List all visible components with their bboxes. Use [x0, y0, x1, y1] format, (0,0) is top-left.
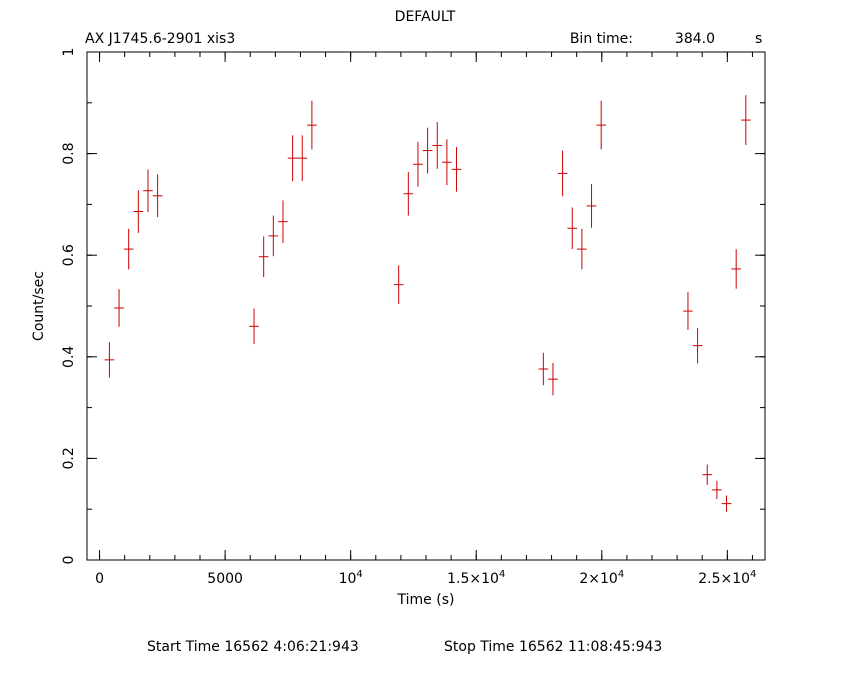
y-tick-label: 0.4	[61, 346, 77, 368]
data-points	[104, 95, 751, 512]
data-point	[451, 146, 462, 192]
y-tick-label: 0.2	[61, 447, 77, 469]
data-point	[538, 352, 549, 386]
data-point	[123, 228, 134, 270]
x-tick-label: 104	[339, 569, 363, 587]
data-point	[249, 308, 259, 345]
axis-ticks	[87, 51, 765, 561]
data-point	[287, 135, 298, 182]
data-point	[278, 200, 288, 244]
data-point	[557, 150, 568, 197]
data-point	[133, 190, 144, 233]
data-point	[721, 495, 732, 512]
x-tick-label: 2.5×104	[698, 569, 756, 587]
stop-time: Stop Time 16562 11:08:45:943	[444, 639, 662, 655]
data-point	[577, 228, 587, 270]
x-tick-label: 1.5×104	[447, 569, 505, 587]
data-point	[114, 289, 124, 327]
bin-time-value: 384.0	[675, 31, 715, 47]
data-point	[104, 342, 115, 378]
data-point	[567, 207, 578, 250]
data-point	[683, 292, 693, 330]
data-point	[432, 122, 443, 169]
data-point	[143, 169, 153, 213]
data-point	[586, 184, 597, 228]
data-point	[393, 265, 404, 304]
x-tick-label: 5000	[207, 571, 243, 587]
data-point	[258, 236, 269, 278]
source-label: AX J1745.6-2901 xis3	[85, 31, 235, 47]
data-point	[692, 327, 703, 364]
y-tick-label: 0.8	[61, 142, 77, 164]
chart-title: DEFAULT	[395, 9, 456, 25]
data-point	[422, 127, 433, 174]
y-tick-label: 1	[61, 48, 77, 57]
x-axis-label: Time (s)	[397, 592, 455, 608]
plot-frame	[86, 51, 766, 561]
data-point	[740, 95, 751, 145]
data-point	[731, 249, 741, 289]
y-tick-label: 0	[61, 556, 77, 565]
axis-tick-labels: 0 5000 104 1.5×104 2×104 2.5×104 0 0.2 0.4 0.6 0.8…	[61, 48, 756, 587]
data-point	[596, 100, 606, 150]
data-point	[297, 135, 308, 182]
start-time: Start Time 16562 4:06:21:943	[147, 639, 359, 655]
data-point	[548, 362, 558, 396]
x-tick-label: 2×104	[579, 569, 624, 587]
bin-time-label: Bin time:	[570, 31, 633, 47]
data-point	[152, 174, 163, 218]
data-point	[712, 480, 722, 500]
y-axis-label: Count/sec	[31, 271, 47, 341]
x-tick-label: 0	[95, 571, 104, 587]
y-tick-label: 0.6	[61, 244, 77, 266]
bin-time-unit: s	[755, 31, 762, 47]
data-point	[442, 139, 452, 186]
data-point	[307, 100, 317, 150]
data-point	[403, 171, 414, 216]
data-point	[413, 141, 423, 187]
data-point	[702, 464, 713, 485]
data-point	[268, 215, 279, 257]
